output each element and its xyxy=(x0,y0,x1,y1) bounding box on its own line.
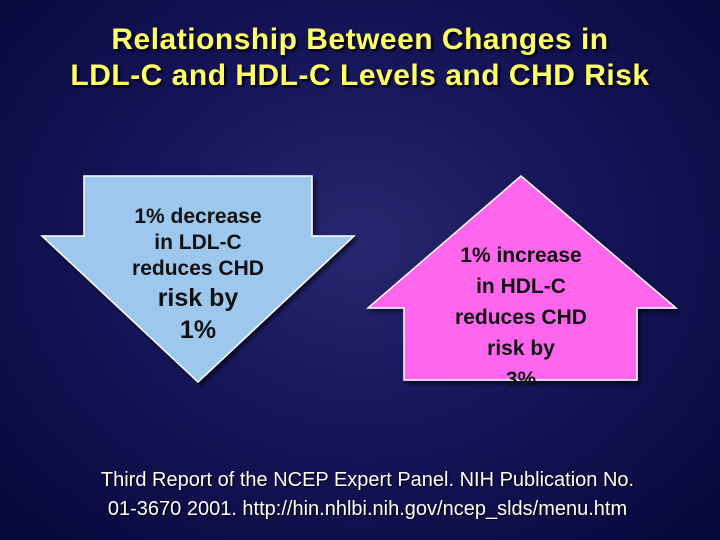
citation-line-1: Third Report of the NCEP Expert Panel. N… xyxy=(100,469,635,491)
ldl-arrow-text: 1% decrease in LDL-C reduces CHD risk by… xyxy=(100,204,296,346)
hdl-line-2: in HDL-C xyxy=(476,275,566,298)
hdl-arrow-text: 1% increase in HDL-C reduces CHD risk by… xyxy=(420,240,622,395)
ldl-line-5: 1% xyxy=(179,316,217,344)
ldl-line-1: 1% decrease xyxy=(134,205,262,228)
slide-title-line-1: Relationship Between Changes in xyxy=(111,23,609,56)
down-arrow-shape xyxy=(40,175,356,384)
hdl-line-3: reduces CHD xyxy=(455,306,587,329)
hdl-line-5: 3% xyxy=(505,368,537,391)
ldl-line-3: reduces CHD xyxy=(132,257,264,280)
slide-title: Relationship Between Changes in LDL-C an… xyxy=(0,22,720,94)
up-arrow-shape xyxy=(365,175,679,381)
citation: Third Report of the NCEP Expert Panel. N… xyxy=(0,466,720,524)
ldl-line-2: in LDL-C xyxy=(154,231,242,254)
ldl-line-4: risk by xyxy=(157,284,239,312)
slide-title-line-2: LDL-C and HDL-C Levels and CHD Risk xyxy=(70,59,650,92)
hdl-line-1: 1% increase xyxy=(460,244,582,267)
hdl-line-4: risk by xyxy=(487,337,555,360)
citation-line-2: 01-3670 2001. http://hin.nhlbi.nih.gov/n… xyxy=(107,498,628,520)
